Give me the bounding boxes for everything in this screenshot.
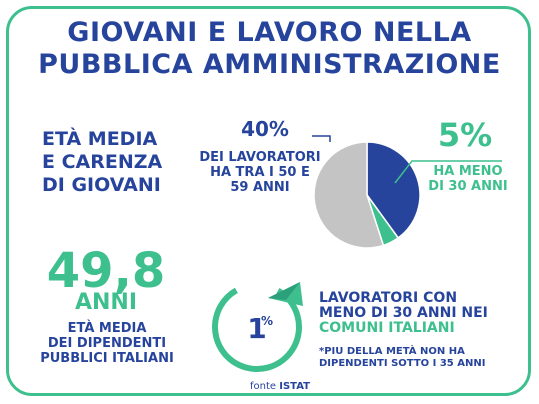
gauge-unit: % xyxy=(261,314,274,328)
footnote-line-2: DIPENDENTI SOTTO I 35 ANNI xyxy=(319,358,486,369)
slice-5-value: 5% xyxy=(437,116,493,154)
title-line-2: PUBBLICA AMMINISTRAZIONE xyxy=(38,49,501,80)
slice-40-label-line-1: DEI LAVORATORI xyxy=(199,150,321,165)
slice-40-label: DEI LAVORATORI HA TRA I 50 E 59 ANNI xyxy=(190,150,330,195)
workers-line-2: MENO DI 30 ANNI NEI xyxy=(319,305,488,321)
average-age-desc-line-2: DEI DIPENDENTI xyxy=(47,336,167,351)
average-age-value: 49,8 xyxy=(46,243,166,299)
slice-40-value: 40% xyxy=(241,117,289,141)
average-age-desc-line-1: ETÀ MEDIA xyxy=(67,321,147,336)
source-name: ISTAT xyxy=(279,381,310,392)
leader-5 xyxy=(394,160,502,184)
average-age-description: ETÀ MEDIA DEI DIPENDENTI PUBBLICI ITALIA… xyxy=(22,321,192,366)
slice-5-label: HA MENO DI 30 ANNI xyxy=(418,164,518,194)
heading-line-3: DI GIOVANI xyxy=(42,174,161,196)
title-line-1: GIOVANI E LAVORO NELLA xyxy=(67,17,472,48)
section-heading: ETÀ MEDIA E CARENZA DI GIOVANI xyxy=(42,128,182,197)
average-age-unit: ANNI xyxy=(74,290,138,315)
pie-slice-other xyxy=(313,141,385,249)
pie-slice-50-59 xyxy=(366,141,421,239)
footnote: *PIU DELLA METÀ NON HA DIPENDENTI SOTTO … xyxy=(319,346,519,370)
workers-highlight: COMUNI ITALIANI xyxy=(319,320,455,336)
gauge-value: 1 xyxy=(247,312,267,345)
megaphone-shade xyxy=(268,282,300,300)
workers-line-1: LAVORATORI CON xyxy=(319,290,458,306)
heading-line-1: ETÀ MEDIA xyxy=(42,128,158,150)
slice-40-label-line-3: 59 ANNI xyxy=(230,180,290,195)
leader-40 xyxy=(312,135,331,142)
slice-40-label-line-2: HA TRA I 50 E xyxy=(210,165,310,180)
source-prefix: fonte xyxy=(249,381,277,392)
source-credit: fonte ISTAT xyxy=(240,381,320,392)
workers-text: LAVORATORI CON MENO DI 30 ANNI NEI COMUN… xyxy=(319,291,519,336)
average-age-desc-line-3: PUBBLICI ITALIANI xyxy=(40,351,174,366)
slice-5-label-line-1: HA MENO xyxy=(433,164,503,179)
footnote-line-1: *PIU DELLA METÀ NON HA xyxy=(319,346,465,357)
infographic-card xyxy=(6,6,531,396)
slice-5-label-line-2: DI 30 ANNI xyxy=(428,179,508,194)
heading-line-2: E CARENZA xyxy=(42,151,163,173)
gauge-ring xyxy=(212,282,302,372)
